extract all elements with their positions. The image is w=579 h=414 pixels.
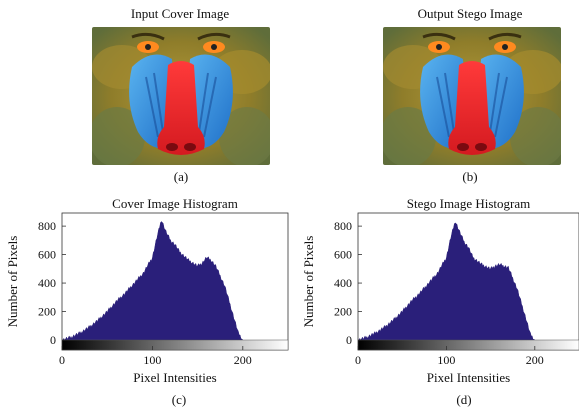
histogram-bars <box>62 221 244 341</box>
intensity-colorbar <box>357 339 579 351</box>
x-tick-label: 0 <box>59 353 65 367</box>
x-axis-label: Pixel Intensities <box>427 370 510 385</box>
y-tick-label: 600 <box>334 248 352 262</box>
histogram-bars <box>358 222 536 341</box>
y-axis-label: Number of Pixels <box>5 236 20 328</box>
intensity-colorbar <box>61 339 289 351</box>
chart-title: Stego Image Histogram <box>407 196 530 211</box>
x-tick-label: 100 <box>143 353 161 367</box>
y-axis-label: Number of Pixels <box>301 236 316 328</box>
y-tick-label: 0 <box>346 333 352 347</box>
y-tick-label: 600 <box>38 248 56 262</box>
cover-histogram: Cover Image Histogram 0 200 400 600 800 0 100 20… <box>5 196 289 385</box>
y-tick-label: 400 <box>38 276 56 290</box>
panel-label-c: (c) <box>171 392 187 407</box>
x-tick-label: 200 <box>526 353 544 367</box>
cover-image <box>92 27 270 165</box>
cover-image-title: Input Cover Image <box>130 6 230 21</box>
y-tick-label: 0 <box>50 333 56 347</box>
y-tick-label: 200 <box>38 305 56 319</box>
panel-label-a: (a) <box>173 169 189 184</box>
x-tick-label: 100 <box>437 353 455 367</box>
x-tick-label: 200 <box>234 353 252 367</box>
stego-image <box>383 27 561 165</box>
panel-label-d: (d) <box>456 392 472 407</box>
x-axis-label: Pixel Intensities <box>133 370 216 385</box>
y-tick-label: 400 <box>334 276 352 290</box>
x-tick-label: 0 <box>355 353 361 367</box>
y-tick-label: 800 <box>334 219 352 233</box>
y-tick-label: 800 <box>38 219 56 233</box>
panel-label-b: (b) <box>462 169 478 184</box>
chart-title: Cover Image Histogram <box>112 196 238 211</box>
plot-frame <box>357 212 579 351</box>
stego-image-title: Output Stego Image <box>417 6 523 21</box>
stego-histogram: Stego Image Histogram 0 200 400 600 800 0 100 20… <box>301 196 579 385</box>
y-tick-label: 200 <box>334 305 352 319</box>
plot-frame <box>61 212 289 351</box>
